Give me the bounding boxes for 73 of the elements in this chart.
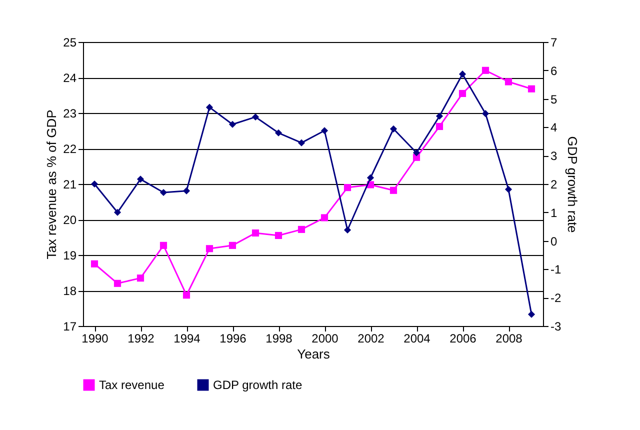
x-tick-label: 2000 — [312, 332, 339, 346]
point — [436, 122, 444, 130]
x-tick-label: 2004 — [404, 332, 431, 346]
point — [528, 310, 536, 318]
point — [228, 120, 236, 128]
x-tick-label: 1992 — [128, 332, 155, 346]
y2-tick-label: -1 — [550, 262, 562, 277]
y-tick-label: 23 — [63, 106, 77, 120]
point — [482, 66, 490, 74]
point — [160, 242, 168, 249]
y-tick-label: 20 — [63, 213, 77, 227]
y-tick-label: 17 — [63, 320, 77, 334]
point — [458, 70, 466, 78]
y-axis-title: Tax revenue as % of GDP — [44, 110, 60, 260]
y2-tick-label: 2 — [550, 178, 558, 192]
y-tick-label: 24 — [63, 71, 77, 85]
y2-tick-label: 6 — [550, 64, 558, 78]
point — [206, 104, 214, 111]
point — [504, 186, 512, 193]
point — [114, 280, 122, 287]
point — [344, 184, 352, 192]
point — [390, 186, 398, 194]
point — [320, 214, 328, 222]
point — [114, 208, 122, 216]
x-tick-label: 1990 — [82, 332, 109, 346]
point — [182, 292, 190, 299]
point — [298, 139, 306, 146]
point — [390, 125, 398, 132]
point — [344, 226, 352, 234]
y2-tick-label: 7 — [550, 36, 558, 50]
y-tick-label: 19 — [63, 248, 77, 262]
point — [436, 112, 444, 120]
point — [160, 188, 168, 196]
y2-tick-label: 5 — [550, 92, 558, 106]
point — [274, 232, 282, 240]
point — [528, 85, 536, 92]
point — [90, 180, 98, 188]
legend-label: Tax revenue — [99, 378, 165, 392]
y-tick-label: 25 — [63, 36, 77, 50]
point — [182, 187, 190, 194]
y-tick-label: 18 — [63, 284, 77, 298]
legend-label: GDP growth rate — [213, 378, 302, 392]
point — [228, 242, 236, 249]
y2-tick-label: 3 — [550, 149, 558, 164]
x-tick-label: 2006 — [450, 332, 477, 346]
x-tick-label: 1998 — [266, 332, 293, 346]
y2-tick-label: -2 — [550, 291, 562, 306]
point — [482, 110, 490, 118]
y2-tick-label: -3 — [550, 320, 562, 334]
point — [206, 245, 214, 252]
point — [412, 149, 420, 156]
y-tick-label: 22 — [63, 142, 77, 156]
x-tick-label: 2008 — [496, 332, 523, 346]
point — [252, 113, 260, 121]
point — [90, 260, 98, 268]
x-axis-title: Years — [297, 346, 330, 362]
point — [298, 226, 306, 233]
y2-axis-title: GDP growth rate — [565, 136, 580, 233]
point — [136, 176, 144, 183]
point — [252, 229, 260, 237]
x-tick-label: 1994 — [174, 332, 201, 346]
y2-tick-label: 0 — [550, 234, 558, 248]
point — [136, 274, 144, 282]
point — [458, 90, 466, 98]
y2-tick-label: 4 — [550, 120, 558, 135]
y-tick-label: 21 — [63, 178, 77, 192]
x-tick-label: 2002 — [358, 332, 385, 346]
point — [274, 129, 282, 136]
x-tick-label: 1996 — [220, 332, 247, 346]
y2-tick-label: 1 — [550, 206, 558, 220]
point — [366, 174, 374, 182]
point — [320, 127, 328, 134]
point — [504, 78, 512, 86]
